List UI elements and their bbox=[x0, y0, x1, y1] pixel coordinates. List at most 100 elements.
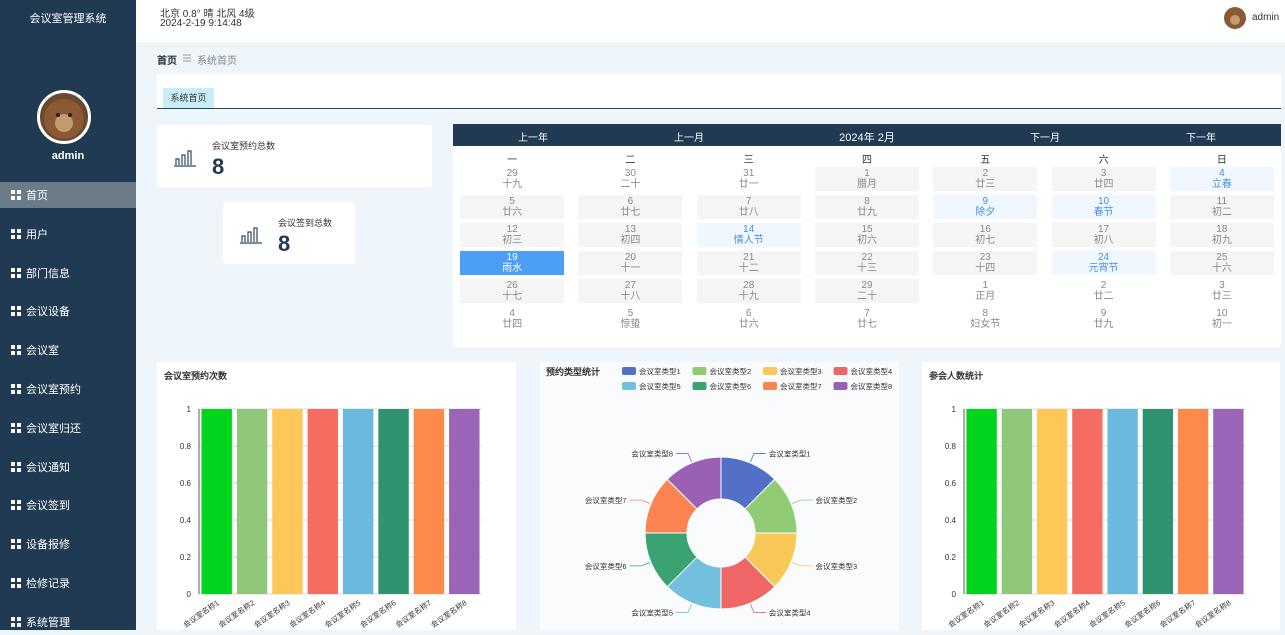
stat-label: 会议签到总数 bbox=[278, 218, 333, 228]
user-name[interactable]: admin bbox=[1252, 12, 1280, 23]
calendar-day[interactable]: 9 廿九 bbox=[1052, 307, 1156, 331]
day-lunar: 初四 bbox=[620, 235, 641, 246]
system-title: 会议室管理系统 bbox=[29, 13, 107, 25]
calendar-day[interactable]: 8 妇女节 bbox=[933, 307, 1037, 331]
day-number: 29 bbox=[861, 280, 873, 291]
menu-item[interactable]: 首页 bbox=[0, 182, 136, 208]
menu-item[interactable]: 设备报修 bbox=[0, 531, 136, 557]
next-month[interactable]: 下一月 bbox=[1030, 133, 1060, 144]
menu-item[interactable]: 系统管理 bbox=[0, 609, 136, 635]
calendar-day[interactable]: 13 初四 bbox=[578, 223, 683, 247]
calendar-day[interactable]: 20 十一 bbox=[578, 251, 683, 275]
calendar-day[interactable]: 28 十九 bbox=[696, 279, 801, 303]
calendar-day[interactable]: 18 初九 bbox=[1169, 223, 1274, 247]
calendar-day[interactable]: 10 春节 bbox=[1051, 195, 1156, 219]
calendar-day[interactable]: 31 廿一 bbox=[697, 167, 801, 191]
menu-item[interactable]: 会议室 bbox=[0, 337, 136, 363]
calendar-day[interactable]: 6 廿六 bbox=[697, 307, 801, 331]
calendar-day[interactable]: 7 廿八 bbox=[696, 195, 801, 219]
day-number: 7 bbox=[745, 196, 752, 207]
menu-label[interactable]: 会议室预约 bbox=[26, 384, 81, 396]
menu-item[interactable]: 会议设备 bbox=[0, 298, 136, 324]
menu-label[interactable]: 会议室 bbox=[26, 345, 59, 358]
day-lunar: 十二 bbox=[738, 263, 759, 274]
menu-item[interactable]: 会议签到 bbox=[0, 492, 136, 518]
day-lunar: 十一 bbox=[620, 263, 641, 274]
y-tick-label: 0 bbox=[187, 590, 192, 599]
calendar-day[interactable]: 1 腊月 bbox=[815, 167, 919, 191]
calendar-day[interactable]: 19 雨水 bbox=[460, 251, 565, 275]
calendar-day[interactable]: 11 初二 bbox=[1169, 195, 1274, 219]
calendar-day[interactable]: 4 廿四 bbox=[460, 307, 564, 331]
day-lunar: 十八 bbox=[620, 291, 641, 302]
menu-label[interactable]: 首页 bbox=[26, 190, 48, 202]
calendar-day[interactable]: 1 正月 bbox=[933, 279, 1037, 303]
calendar-day[interactable]: 16 初七 bbox=[933, 223, 1038, 247]
day-lunar: 廿六 bbox=[502, 207, 523, 218]
calendar-day[interactable]: 12 初三 bbox=[460, 223, 565, 247]
calendar-day[interactable]: 26 十七 bbox=[460, 279, 565, 303]
calendar-day[interactable]: 2 廿二 bbox=[1052, 279, 1156, 303]
next-year[interactable]: 下一年 bbox=[1186, 133, 1216, 144]
calendar-day[interactable]: 24 元宵节 bbox=[1051, 251, 1156, 275]
menu-label[interactable]: 会议通知 bbox=[26, 461, 70, 474]
menu-label[interactable]: 部门信息 bbox=[26, 267, 70, 280]
menu-item[interactable]: 部门信息 bbox=[0, 260, 136, 286]
prev-year[interactable]: 上一年 bbox=[518, 133, 548, 144]
day-lunar: 十六 bbox=[1211, 263, 1232, 274]
menu-label[interactable]: 用户 bbox=[26, 228, 48, 241]
day-number: 1 bbox=[982, 280, 989, 291]
calendar-day[interactable]: 4 立春 bbox=[1169, 167, 1274, 191]
calendar-day[interactable]: 15 初六 bbox=[815, 223, 919, 247]
day-number: 10 bbox=[1216, 308, 1228, 319]
day-lunar: 立春 bbox=[1211, 179, 1232, 190]
day-lunar: 廿八 bbox=[738, 207, 759, 218]
calendar-day[interactable]: 8 廿九 bbox=[815, 195, 919, 219]
calendar-day[interactable]: 3 廿三 bbox=[1170, 279, 1274, 303]
avatar[interactable] bbox=[37, 90, 91, 144]
calendar-day[interactable]: 3 廿四 bbox=[1051, 167, 1156, 191]
calendar-day[interactable]: 10 初一 bbox=[1170, 307, 1274, 331]
user-avatar[interactable] bbox=[1224, 7, 1246, 29]
calendar-day[interactable]: 5 廿六 bbox=[460, 195, 565, 219]
y-tick-label: 0.2 bbox=[945, 553, 957, 562]
calendar-day[interactable]: 14 情人节 bbox=[696, 223, 801, 247]
menu-item[interactable]: 会议室归还 bbox=[0, 415, 136, 441]
calendar-day[interactable]: 25 十六 bbox=[1169, 251, 1274, 275]
day-number: 3 bbox=[1100, 168, 1107, 179]
calendar-day[interactable]: 17 初八 bbox=[1051, 223, 1156, 247]
calendar-day[interactable]: 30 二十 bbox=[578, 167, 682, 191]
calendar-day[interactable]: 27 十八 bbox=[578, 279, 683, 303]
menu-label[interactable]: 会议签到 bbox=[26, 500, 70, 513]
menu-item[interactable]: 会议通知 bbox=[0, 454, 136, 480]
prev-month[interactable]: 上一月 bbox=[674, 133, 704, 144]
legend-swatch bbox=[692, 382, 707, 390]
calendar-day[interactable]: 5 惊蛰 bbox=[578, 307, 682, 331]
calendar-day[interactable]: 7 廿七 bbox=[815, 307, 919, 331]
menu-item[interactable]: 检修记录 bbox=[0, 570, 136, 596]
chart-title: 会议室预约次数 bbox=[164, 370, 228, 381]
breadcrumb-home[interactable]: 首页 bbox=[157, 56, 177, 67]
menu-label[interactable]: 会议设备 bbox=[26, 306, 70, 319]
calendar-day[interactable]: 22 十三 bbox=[815, 251, 919, 275]
label-line bbox=[791, 562, 813, 567]
menu-item[interactable]: 会议室预约 bbox=[0, 376, 136, 402]
calendar-day[interactable]: 6 廿七 bbox=[578, 195, 683, 219]
calendar-day[interactable]: 29 二十 bbox=[815, 279, 919, 303]
menu-item[interactable]: 用户 bbox=[0, 221, 136, 247]
calendar-day[interactable]: 21 十二 bbox=[696, 251, 801, 275]
menu-icon bbox=[11, 422, 21, 433]
calendar-day[interactable]: 23 十四 bbox=[933, 251, 1038, 275]
menu-label[interactable]: 设备报修 bbox=[26, 539, 70, 552]
calendar-day[interactable]: 9 除夕 bbox=[933, 195, 1038, 219]
menu-label[interactable]: 系统管理 bbox=[26, 616, 70, 629]
menu-label[interactable]: 会议室归还 bbox=[26, 422, 81, 435]
slice-label: 会议室类型5 bbox=[631, 607, 673, 617]
menu-label[interactable]: 检修记录 bbox=[26, 578, 70, 590]
calendar-day[interactable]: 2 廿三 bbox=[933, 167, 1038, 191]
stat-value: 8 bbox=[278, 231, 291, 256]
tab[interactable]: 系统首页 bbox=[163, 88, 214, 108]
calendar-day[interactable]: 29 十九 bbox=[460, 167, 564, 191]
